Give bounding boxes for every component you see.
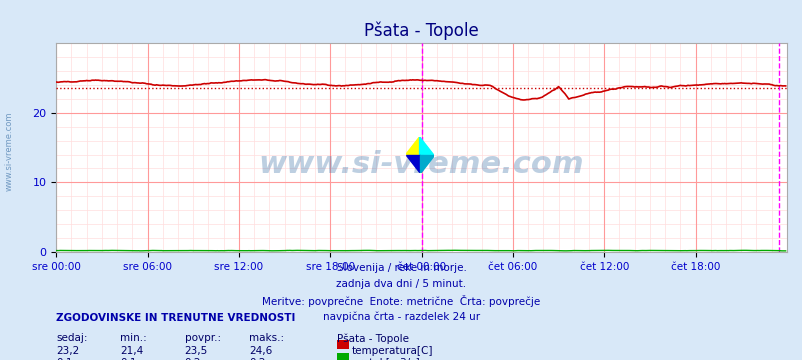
Text: 21,4: 21,4 [120,346,144,356]
Text: temperatura[C]: temperatura[C] [351,346,432,356]
Text: www.si-vreme.com: www.si-vreme.com [258,150,584,179]
Text: 0,1: 0,1 [120,358,137,360]
Text: 23,2: 23,2 [56,346,79,356]
Text: Meritve: povprečne  Enote: metrične  Črta: povprečje: Meritve: povprečne Enote: metrične Črta:… [262,295,540,307]
Text: Slovenija / reke in morje.: Slovenija / reke in morje. [336,263,466,273]
Polygon shape [405,137,419,155]
Text: min.:: min.: [120,333,147,343]
Text: zadnja dva dni / 5 minut.: zadnja dva dni / 5 minut. [336,279,466,289]
Text: povpr.:: povpr.: [184,333,221,343]
Text: pretok[m3/s]: pretok[m3/s] [351,358,419,360]
Text: 0,2: 0,2 [184,358,201,360]
Text: www.si-vreme.com: www.si-vreme.com [5,112,14,191]
Text: maks.:: maks.: [249,333,284,343]
Text: sedaj:: sedaj: [56,333,87,343]
Text: 0,1: 0,1 [56,358,73,360]
Polygon shape [419,155,433,173]
Text: 24,6: 24,6 [249,346,272,356]
Text: Pšata - Topole: Pšata - Topole [337,333,409,343]
Polygon shape [419,137,433,155]
Title: Pšata - Topole: Pšata - Topole [364,22,478,40]
Text: 0,2: 0,2 [249,358,265,360]
Polygon shape [405,155,419,173]
Text: 23,5: 23,5 [184,346,208,356]
Text: ZGODOVINSKE IN TRENUTNE VREDNOSTI: ZGODOVINSKE IN TRENUTNE VREDNOSTI [56,313,295,323]
Text: navpična črta - razdelek 24 ur: navpična črta - razdelek 24 ur [322,311,480,322]
